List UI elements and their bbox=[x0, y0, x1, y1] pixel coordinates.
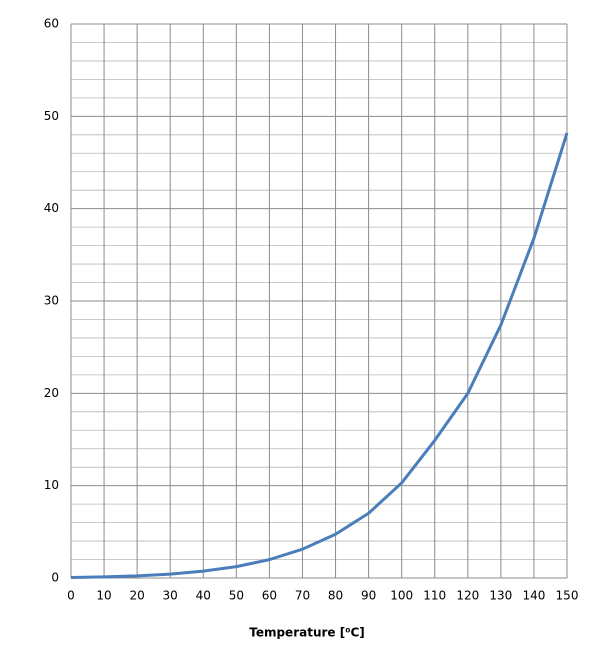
x-tick-label: 0 bbox=[67, 589, 75, 603]
y-tick-label: 50 bbox=[44, 109, 59, 123]
x-tick-label: 10 bbox=[96, 589, 111, 603]
data-line bbox=[70, 132, 569, 579]
y-tick-label: 0 bbox=[51, 571, 59, 585]
x-tick-label: 40 bbox=[196, 589, 211, 603]
x-tick-label: 80 bbox=[328, 589, 343, 603]
x-tick-label: 60 bbox=[262, 589, 277, 603]
x-tick-label: 20 bbox=[129, 589, 144, 603]
x-tick-label: 50 bbox=[229, 589, 244, 603]
y-tick-label: 20 bbox=[44, 386, 59, 400]
y-tick-label: 60 bbox=[44, 17, 59, 31]
x-tick-label: 100 bbox=[390, 589, 413, 603]
x-axis-label: Temperature [⁰C] bbox=[249, 626, 365, 640]
y-tick-label: 30 bbox=[44, 294, 59, 308]
x-tick-label: 130 bbox=[489, 589, 512, 603]
x-tick-label: 120 bbox=[456, 589, 479, 603]
y-tick-label: 10 bbox=[44, 478, 59, 492]
x-tick-label: 150 bbox=[556, 589, 579, 603]
y-tick-label: 40 bbox=[44, 201, 59, 215]
x-tick-label: 70 bbox=[295, 589, 310, 603]
x-tick-label: 140 bbox=[522, 589, 545, 603]
x-tick-label: 30 bbox=[163, 589, 178, 603]
x-tick-label: 90 bbox=[361, 589, 376, 603]
x-tick-label: 110 bbox=[423, 589, 446, 603]
